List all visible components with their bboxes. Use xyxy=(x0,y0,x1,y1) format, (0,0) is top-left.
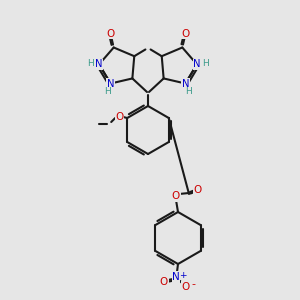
Text: H: H xyxy=(87,59,94,68)
Text: N: N xyxy=(107,79,114,88)
Text: O: O xyxy=(194,185,202,195)
Text: O: O xyxy=(115,112,123,122)
Text: H: H xyxy=(202,59,209,68)
Text: N: N xyxy=(182,79,189,88)
Text: N: N xyxy=(95,59,103,69)
Text: O: O xyxy=(181,29,190,39)
Text: O: O xyxy=(106,29,115,39)
Text: -: - xyxy=(191,279,195,289)
Text: N: N xyxy=(193,59,201,69)
Text: O: O xyxy=(160,277,168,287)
Text: H: H xyxy=(104,87,110,96)
Text: +: + xyxy=(179,271,187,280)
Text: O: O xyxy=(182,282,190,292)
Text: N: N xyxy=(172,272,180,282)
Text: H: H xyxy=(185,87,192,96)
Text: O: O xyxy=(172,191,180,201)
